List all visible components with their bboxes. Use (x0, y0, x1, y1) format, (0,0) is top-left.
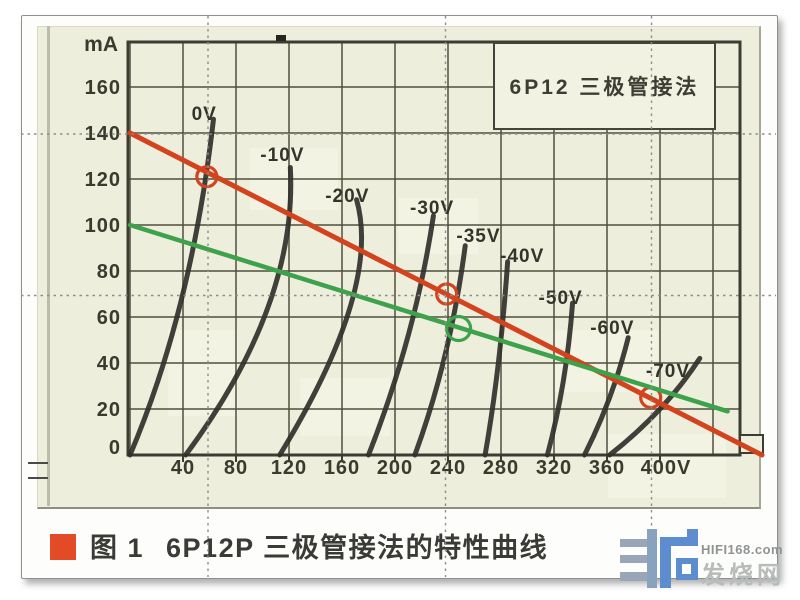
chart-title-box: 6P12 三极管接法 (493, 42, 716, 130)
figure-caption: 图 1 6P12P 三极管接法的特性曲线 (50, 526, 548, 565)
watermark-logo-left-stem (647, 529, 657, 588)
watermark-logo-bar (620, 539, 647, 547)
caption-bullet-icon (50, 534, 76, 560)
chart-title: 6P12 三极管接法 (509, 76, 700, 99)
caption-text: 6P12P 三极管接法的特性曲线 (166, 533, 549, 563)
watermark-logo-square-hole (682, 564, 691, 574)
scan-light-patch (168, 330, 238, 416)
curve--40v (482, 259, 511, 458)
top-border-mark (276, 35, 286, 41)
watermark-logo-bar (620, 555, 647, 563)
caption-figure-number: 图 1 (90, 533, 145, 563)
watermark-logo-notch (687, 529, 698, 537)
watermark-name-text: 发烧网 (701, 562, 785, 589)
watermark-logo-bar (620, 572, 647, 581)
watermark-logo-right-stem (660, 537, 671, 588)
hifi168-watermark: HIFI168.com 发烧网 (618, 526, 788, 596)
